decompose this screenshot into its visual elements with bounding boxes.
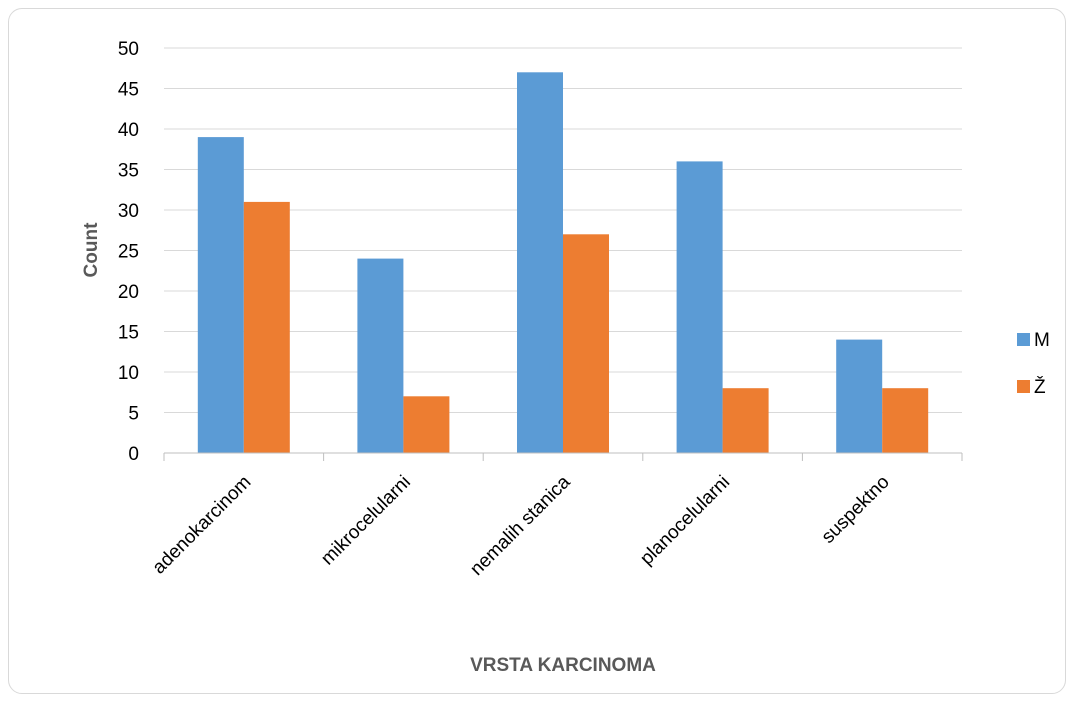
x-axis-title: VRSTA KARCINOMA: [470, 655, 656, 676]
x-tick-labels: adenokarcinom mikrocelularni nemalih stani…: [149, 471, 894, 580]
y-tick-label: 30: [118, 201, 139, 222]
legend-label: M: [1034, 330, 1050, 351]
x-tick-label: planocelularni: [636, 472, 734, 570]
x-tick-label: nemalih stanica: [466, 471, 575, 580]
axes: [163, 452, 963, 461]
x-tick-label: mikrocelularni: [317, 472, 415, 570]
bar-m-nemalih-stanica: [517, 72, 563, 454]
y-tick-label: 45: [118, 80, 139, 101]
y-tick-label: 25: [118, 242, 139, 263]
y-tick-labels: 0 5 10 15 20 25 30 35 40 45 50: [118, 39, 139, 465]
legend-label: Ž: [1034, 376, 1046, 398]
y-tick-label: 0: [128, 444, 139, 465]
bar-z-adenokarcinom: [243, 201, 290, 453]
y-tick-label: 10: [118, 363, 139, 384]
bar-m-mikrocelularni: [357, 258, 404, 453]
bar-z-nemalih-stanica: [563, 234, 609, 453]
y-tick-label: 15: [118, 323, 139, 344]
bar-m-planocelularni: [676, 161, 723, 453]
y-tick-label: 20: [118, 282, 139, 303]
bars: [197, 72, 929, 454]
x-tick-label: adenokarcinom: [149, 472, 256, 579]
x-tick-label: suspektno: [818, 472, 894, 548]
bar-m-suspektno: [836, 339, 883, 453]
bar-z-suspektno: [882, 388, 929, 453]
legend-swatch: [1017, 333, 1030, 346]
y-tick-label: 50: [118, 39, 139, 60]
y-tick-label: 35: [118, 161, 139, 182]
y-tick-label: 40: [118, 120, 139, 141]
legend: MŽ: [1017, 330, 1050, 398]
y-axis-title: Count: [81, 222, 102, 278]
bar-m-adenokarcinom: [197, 137, 244, 453]
y-tick-label: 5: [128, 404, 139, 425]
bar-z-planocelularni: [722, 388, 769, 453]
bar-z-mikrocelularni: [403, 396, 450, 453]
legend-swatch: [1017, 380, 1030, 393]
